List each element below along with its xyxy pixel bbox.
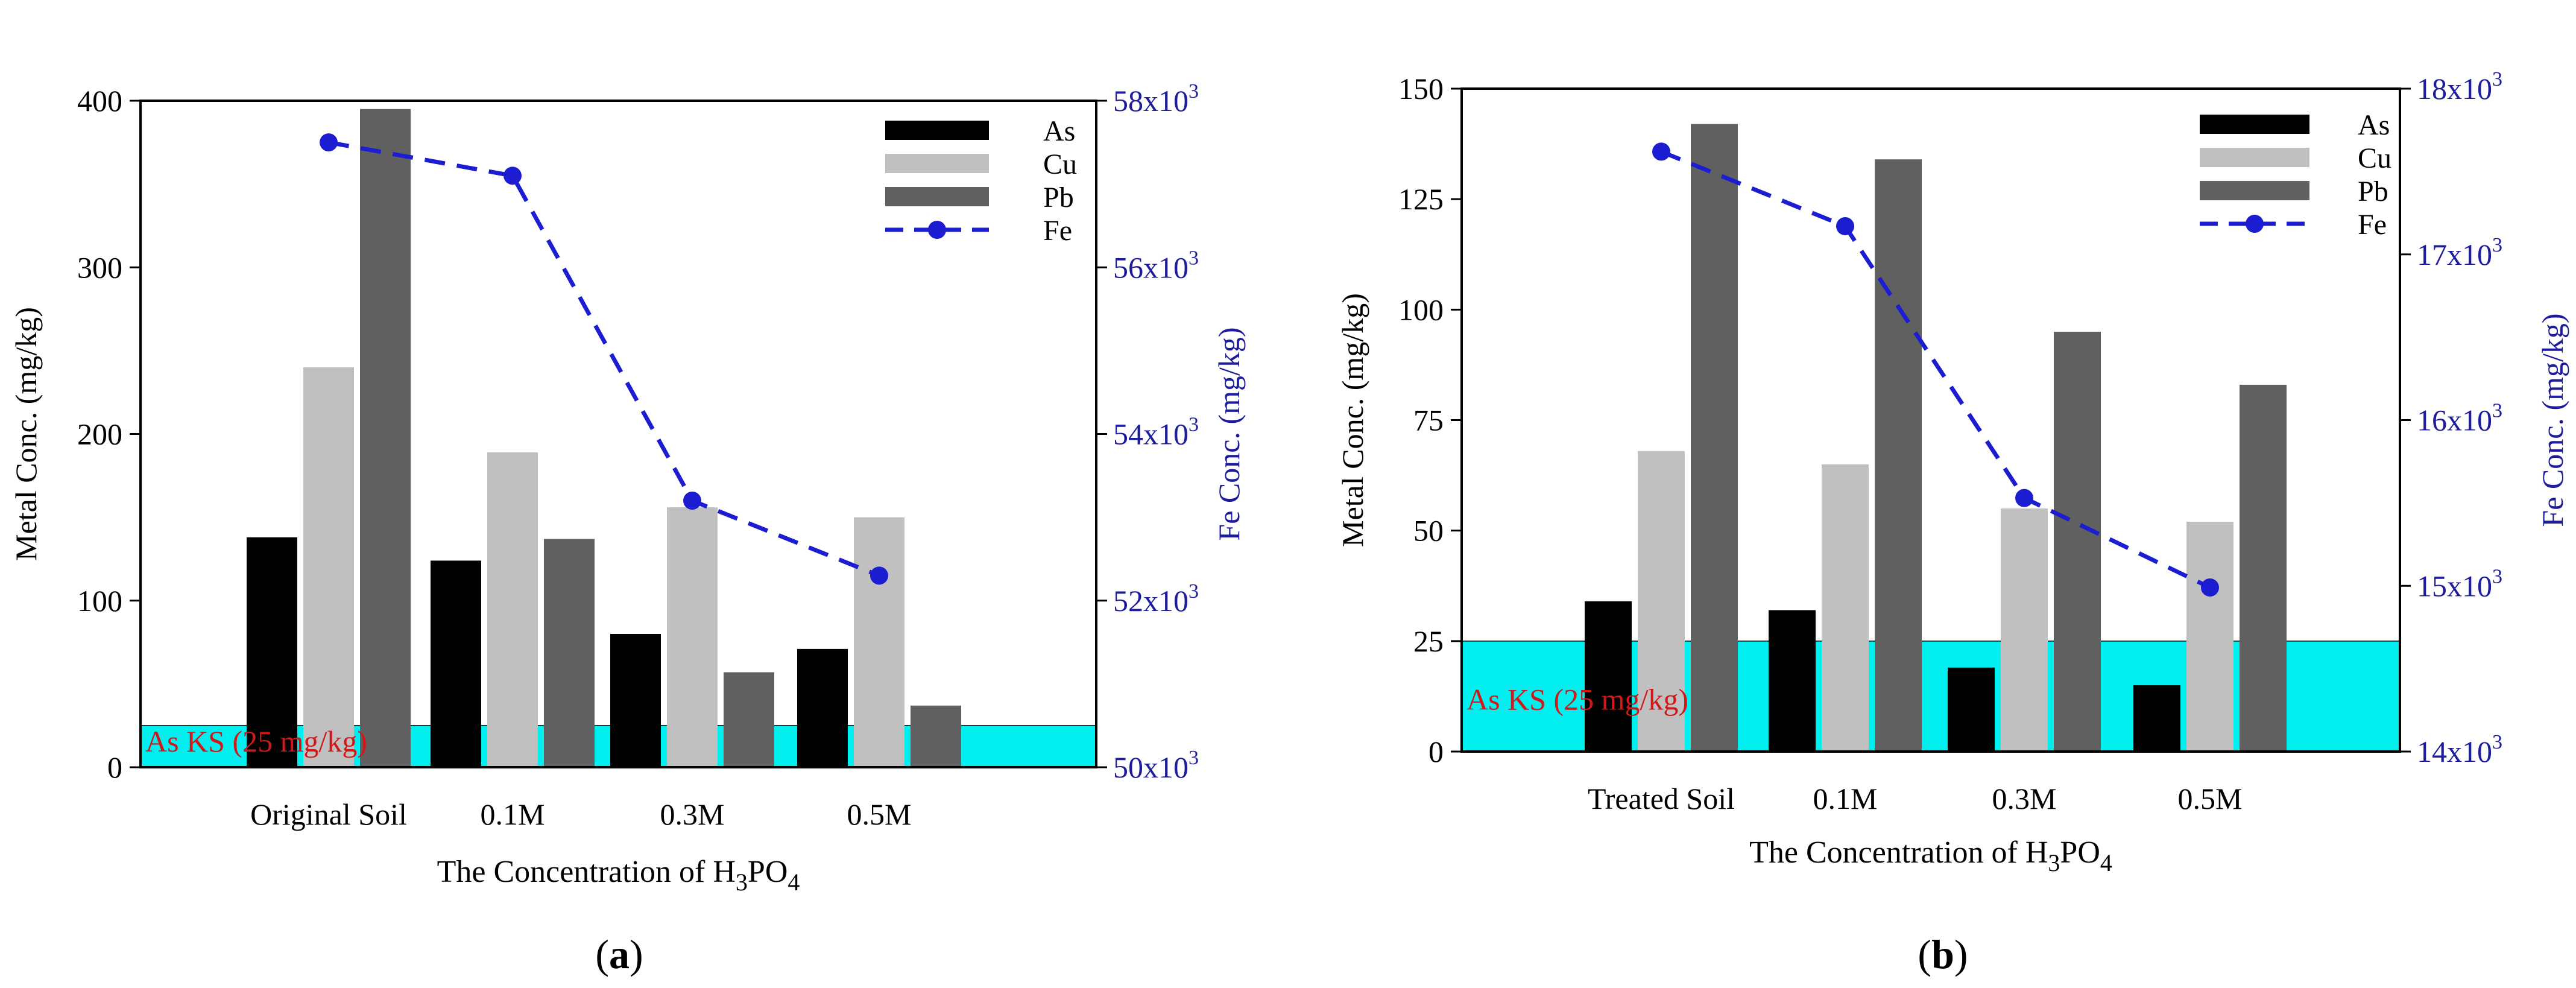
bar-as-2: [1948, 667, 1995, 752]
y-tick-label-1: 100: [77, 584, 122, 618]
legend-label-fe: Fe: [2358, 209, 2387, 241]
panel-b: As KS (25 mg/kg) 0 25 50 75 100 125 150 14x103 15…: [1336, 68, 2569, 977]
y-tick-label-1: 25: [1413, 624, 1444, 658]
bar-pb-2: [724, 672, 774, 767]
bar-cu-1: [1822, 464, 1869, 752]
x-axis-label: The Concentration of H3PO4: [437, 855, 800, 896]
bar-as-2: [610, 634, 661, 767]
fe-point-2: [2015, 489, 2033, 507]
bar-as-3: [2133, 685, 2180, 752]
legend-label-as: As: [2358, 109, 2390, 141]
bar-pb-0: [1691, 124, 1738, 752]
y-tick-label-3: 75: [1413, 404, 1444, 437]
y2-tick-label-2: 16x103: [2417, 400, 2502, 437]
bar-pb-2: [2054, 331, 2101, 752]
bar-as-3: [797, 648, 848, 767]
bar-as-1: [1769, 610, 1816, 752]
y-axis-label: Metal Conc. (mg/kg): [9, 307, 43, 561]
x-tick-label-2: 0.3M: [1992, 782, 2057, 815]
panel-label: (a): [595, 931, 643, 977]
y2-tick-label-3: 17x103: [2417, 234, 2502, 271]
legend-swatch-cu: [2200, 148, 2309, 167]
bar-cu-3: [854, 517, 904, 767]
bar-as-0: [247, 537, 297, 767]
y-tick-label-2: 200: [77, 417, 122, 451]
y2-tick-label-4: 58x103: [1113, 80, 1199, 118]
y2-tick-label-0: 50x103: [1113, 747, 1199, 784]
x-tick-label-1: 0.1M: [481, 797, 545, 831]
bar-pb-0: [360, 109, 411, 767]
fe-point-2: [683, 492, 701, 510]
y2-tick-label-2: 54x103: [1113, 414, 1199, 451]
x-tick-label-3: 0.5M: [847, 797, 912, 831]
bar-pb-1: [1875, 159, 1922, 752]
bar-cu-3: [2186, 522, 2233, 752]
y-tick-label-4: 400: [77, 84, 122, 118]
legend-label-pb: Pb: [1043, 182, 1074, 214]
legend-swatch-as: [2200, 115, 2309, 134]
x-tick-label-2: 0.3M: [660, 797, 725, 831]
legend-swatch-pb: [2200, 181, 2309, 200]
y2-tick-label-1: 15x103: [2417, 565, 2502, 603]
legend-label-as: As: [1043, 115, 1075, 147]
bar-cu-0: [1638, 451, 1685, 752]
bar-pb-3: [911, 705, 961, 767]
fe-point-0: [1652, 142, 1670, 161]
legend-label-fe: Fe: [1043, 215, 1072, 247]
y-tick-label-6: 150: [1398, 72, 1444, 106]
y-tick-label-0: 0: [107, 750, 122, 784]
bar-cu-1: [487, 452, 538, 767]
fe-point-3: [870, 566, 888, 585]
legend-swatch-cu: [885, 154, 989, 173]
bar-as-1: [431, 560, 481, 767]
legend-marker-fe: [2246, 215, 2264, 233]
x-tick-label-1: 0.1M: [1813, 782, 1878, 815]
y2-tick-label-1: 52x103: [1113, 580, 1199, 618]
panel-a: As KS (25 mg/kg) 0 100 200 300 400 50x103 52x10…: [9, 80, 1246, 977]
legend-label-cu: Cu: [1043, 148, 1077, 180]
bar-as-0: [1585, 601, 1632, 752]
y2-axis-label: Fe Conc. (mg/kg): [1212, 327, 1246, 540]
bar-pb-1: [544, 539, 595, 767]
y-tick-label-5: 125: [1398, 182, 1444, 216]
fe-point-1: [1836, 217, 1854, 236]
y2-tick-label-4: 18x103: [2417, 68, 2502, 106]
fe-point-3: [2201, 578, 2219, 597]
y-tick-label-0: 0: [1428, 735, 1444, 768]
bar-cu-2: [2001, 508, 2048, 752]
y2-tick-label-3: 56x103: [1113, 247, 1199, 284]
fe-line: [1660, 150, 2211, 590]
panel-label: (b): [1918, 931, 1968, 977]
y-tick-label-4: 100: [1398, 293, 1444, 326]
threshold-label: As KS (25 mg/kg): [145, 724, 367, 758]
x-tick-label-3: 0.5M: [2178, 782, 2243, 815]
fe-line: [328, 140, 880, 578]
legend-marker-fe: [928, 221, 946, 239]
bar-pb-3: [2240, 384, 2287, 752]
y-tick-label-3: 300: [77, 250, 122, 284]
fe-point-0: [320, 133, 338, 152]
legend-label-cu: Cu: [2358, 142, 2391, 174]
x-tick-label-0: Treated Soil: [1588, 782, 1735, 815]
y-tick-label-2: 50: [1413, 514, 1444, 548]
y2-tick-label-0: 14x103: [2417, 731, 2502, 768]
y-axis-label: Metal Conc. (mg/kg): [1336, 293, 1369, 547]
legend-label-pb: Pb: [2358, 176, 2388, 207]
bar-cu-0: [303, 367, 354, 767]
y2-axis-label: Fe Conc. (mg/kg): [2536, 313, 2569, 527]
legend-swatch-pb: [885, 187, 989, 206]
fe-point-1: [504, 166, 522, 185]
x-axis-label: The Concentration of H3PO4: [1749, 835, 2112, 876]
threshold-label: As KS (25 mg/kg): [1466, 682, 1688, 716]
bar-cu-2: [667, 507, 718, 767]
legend-swatch-as: [885, 121, 989, 140]
x-tick-label-0: Original Soil: [250, 797, 407, 831]
